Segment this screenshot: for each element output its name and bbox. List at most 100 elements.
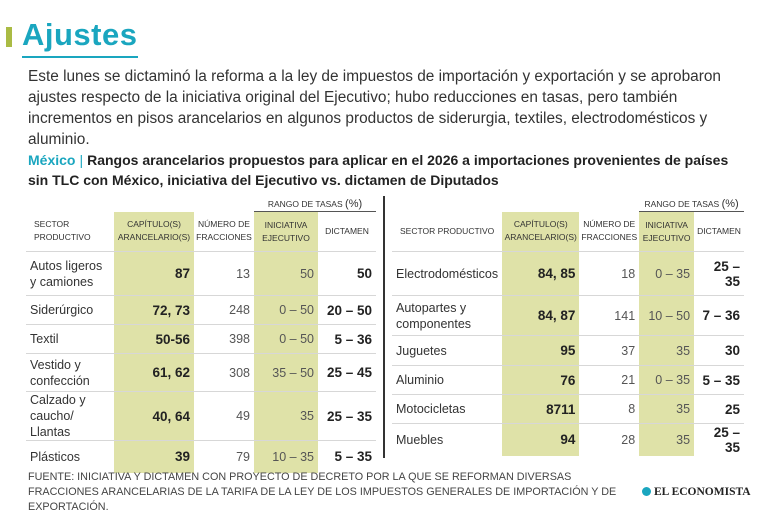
col-sector: Sector productivo [34,219,91,243]
col-sector: Sector productivo [400,225,495,236]
cell-sector: Textil [26,324,114,354]
cell-capitulo: 94 [502,423,580,456]
cell-dictamen: 30 [694,335,744,366]
rango-header: Rango de tasas (%) [254,198,376,212]
col-dictamen: Dictamen [697,226,741,236]
page-title: Ajustes [22,17,138,52]
col-fracciones: Número de fracciones [196,219,252,243]
cell-fracciones: 37 [579,335,640,366]
rango-pct: (%) [345,198,363,210]
cell-fracciones: 79 [194,440,254,473]
cell-fracciones: 49 [194,391,254,441]
publisher-logo: EL ECONOMISTA [642,486,751,498]
table-row: Electrodomésticos 84, 85 18 0 – 35 25 – 35 [392,251,744,296]
cell-sector: Calzado y caucho/ Llantas [26,391,114,441]
table-row: Plásticos 39 79 10 – 35 5 – 35 [26,440,376,473]
cell-fracciones: 13 [194,251,254,296]
rango-label: Rango de tasas [644,199,720,209]
logo-icon [642,487,651,496]
rango-label: Rango de tasas [267,199,343,209]
cell-fracciones: 398 [194,324,254,354]
cell-capitulo: 87 [114,251,194,296]
title-underline [22,56,138,58]
cell-capitulo: 95 [502,335,580,366]
cell-sector: Autos ligeros y camiones [26,251,114,296]
cell-iniciativa: 50 [254,251,318,296]
subtitle-text: Rangos arancelarios propuestos para apli… [28,152,729,188]
cell-sector: Siderúrgico [26,295,114,325]
table-row: Muebles 94 28 35 25 – 35 [392,423,744,456]
cell-fracciones: 18 [579,251,640,296]
cell-iniciativa: 10 – 35 [254,440,318,473]
cell-iniciativa: 10 – 50 [639,295,695,336]
col-fracciones: Número de fracciones [581,219,638,243]
intro-text: Este lunes se dictaminó la reforma a la … [28,68,721,148]
table-row: Textil 50-56 398 0 – 50 5 – 36 [26,324,376,354]
table-row: Juguetes 95 37 35 30 [392,335,744,366]
cell-dictamen: 5 – 36 [318,324,376,354]
cell-dictamen: 5 – 35 [694,365,744,395]
cell-iniciativa: 35 [639,423,695,456]
cell-fracciones: 248 [194,295,254,325]
cell-dictamen: 25 – 35 [694,251,744,296]
cell-dictamen: 7 – 36 [694,295,744,336]
cell-capitulo: 84, 85 [502,251,580,296]
cell-dictamen: 50 [318,251,376,296]
subtitle-country: México [28,152,76,168]
cell-dictamen: 25 – 45 [318,353,376,392]
subtitle-separator: | [79,152,84,168]
cell-fracciones: 141 [579,295,640,336]
cell-iniciativa: 0 – 50 [254,295,318,325]
col-capitulo: Capítulo(s) arancelario(s) [502,211,580,252]
rango-spacer [26,198,254,212]
logo-text: EL ECONOMISTA [654,486,751,498]
cell-capitulo: 50-56 [114,324,194,354]
cell-fracciones: 28 [579,423,640,456]
cell-sector: Motocicletas [392,394,503,424]
table-row: Aluminio 76 21 0 – 35 5 – 35 [392,365,744,395]
col-capitulo: Capítulo(s) arancelario(s) [114,211,194,252]
cell-iniciativa: 35 [639,394,695,424]
cell-capitulo: 72, 73 [114,295,194,325]
cell-dictamen: 25 – 35 [318,391,376,441]
source-note: FUENTE: INICIATIVA Y DICTAMEN CON PROYEC… [28,471,617,513]
cell-capitulo: 84, 87 [502,295,580,336]
cell-sector: Aluminio [392,365,503,395]
cell-iniciativa: 0 – 35 [639,251,695,296]
table-right-body: Electrodomésticos 84, 85 18 0 – 35 25 – 35 Au… [392,251,744,456]
table-right: Rango de tasas (%) Sector productivo Cap… [392,198,744,456]
table-row: Autos ligeros y camiones 87 13 50 50 [26,251,376,296]
cell-capitulo: 40, 64 [114,391,194,441]
cell-sector: Plásticos [26,440,114,473]
cell-dictamen: 25 [694,394,744,424]
cell-iniciativa: 35 – 50 [254,353,318,392]
cell-capitulo: 8711 [502,394,580,424]
rango-pct: (%) [721,198,739,210]
cell-sector: Juguetes [392,335,503,366]
cell-dictamen: 20 – 50 [318,295,376,325]
cell-sector: Electrodomésticos [392,251,503,296]
col-iniciativa: Iniciativa Ejecutivo [639,211,695,252]
cell-iniciativa: 35 [639,335,695,366]
cell-fracciones: 308 [194,353,254,392]
col-iniciativa: Iniciativa Ejecutivo [254,211,318,252]
cell-iniciativa: 0 – 50 [254,324,318,354]
table-row: Calzado y caucho/ Llantas 40, 64 49 35 25 – … [26,391,376,441]
cell-capitulo: 39 [114,440,194,473]
table-row: Autopartes y componentes 84, 87 141 10 – 50… [392,295,744,336]
cell-fracciones: 21 [579,365,640,395]
accent-bar [6,27,12,47]
rango-spacer [392,198,639,212]
table-row: Siderúrgico 72, 73 248 0 – 50 20 – 50 [26,295,376,325]
cell-iniciativa: 0 – 35 [639,365,695,395]
cell-sector: Muebles [392,423,503,456]
col-dictamen: Dictamen [325,226,369,236]
rango-header: Rango de tasas (%) [639,198,744,212]
cell-capitulo: 76 [502,365,580,395]
table-divider [383,196,385,458]
cell-sector: Vestido y confección [26,353,114,392]
table-row: Motocicletas 8711 8 35 25 [392,394,744,424]
table-row: Vestido y confección 61, 62 308 35 – 50 25 –… [26,353,376,392]
cell-fracciones: 8 [579,394,640,424]
